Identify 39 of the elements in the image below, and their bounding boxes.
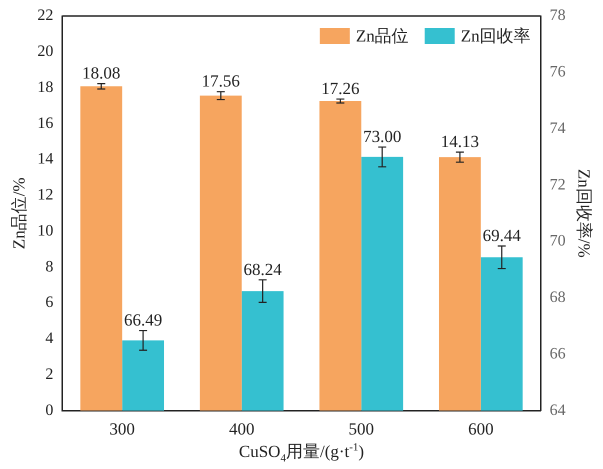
y-tick-label: 8: [45, 258, 54, 276]
y2-tick-label: 66: [550, 345, 566, 362]
data-label: 14.13: [440, 132, 480, 152]
y-axis-title: Zn品位/%: [10, 177, 29, 250]
y-tick-label: 6: [45, 294, 54, 312]
y-tick-label: 10: [37, 222, 54, 240]
y2-tick-label: 68: [550, 289, 566, 306]
y2-tick-label: 78: [550, 7, 566, 24]
y2-axis-title: Zn回收率/%: [574, 168, 594, 258]
y-tick-label: 16: [37, 114, 54, 132]
x-tick-label: 400: [228, 419, 254, 438]
x-tick-label: 600: [468, 419, 494, 438]
y2-tick-label: 74: [550, 120, 566, 137]
y2-tick-label: 76: [550, 64, 566, 81]
legend-label: Zn品位: [356, 26, 409, 46]
data-label: 66.49: [124, 310, 162, 330]
data-label: 73.00: [363, 127, 402, 146]
y2-tick-label: 72: [550, 176, 566, 194]
bar: [200, 96, 242, 411]
y-tick-label: 22: [37, 7, 54, 24]
x-tick-label: 300: [109, 419, 135, 438]
y-tick-label: 0: [45, 402, 54, 419]
x-tick-label: 500: [348, 419, 374, 438]
data-label: 17.56: [202, 72, 240, 91]
data-label: 69.44: [482, 226, 522, 245]
data-label: 68.24: [244, 260, 282, 279]
y-tick-label: 2: [45, 366, 54, 383]
x-axis-title: CuSO$_{4}$用量/(g·t$^{-1}$): [238, 440, 366, 464]
y-tick-label: 20: [37, 43, 54, 60]
data-label: 17.26: [321, 79, 360, 98]
y-tick-label: 12: [37, 186, 54, 204]
y-tick-label: 18: [37, 78, 54, 96]
data-label: 18.08: [82, 64, 120, 83]
y2-tick-label: 64: [550, 402, 566, 419]
y2-tick-label: 70: [550, 232, 566, 250]
y-tick-label: 4: [45, 330, 54, 348]
y-tick-label: 14: [37, 150, 54, 168]
legend-label: Zn回收率: [460, 26, 531, 46]
bar: [80, 86, 122, 411]
